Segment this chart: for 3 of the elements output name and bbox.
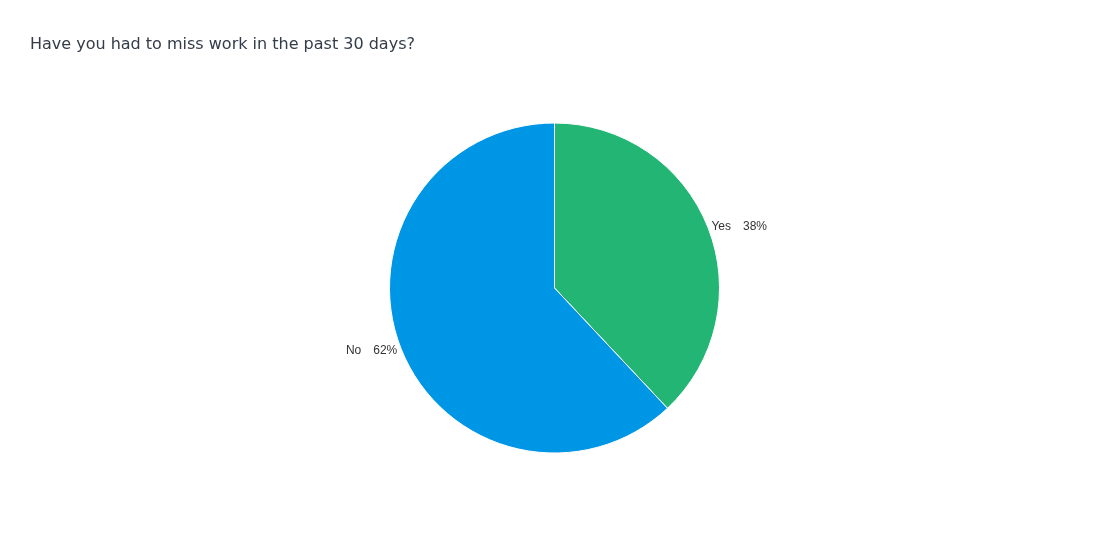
slice-label: No 62% — [345, 342, 398, 357]
slice-label: Yes 38% — [711, 219, 768, 234]
chart-title: Have you had to miss work in the past 30 days? — [29, 34, 415, 54]
